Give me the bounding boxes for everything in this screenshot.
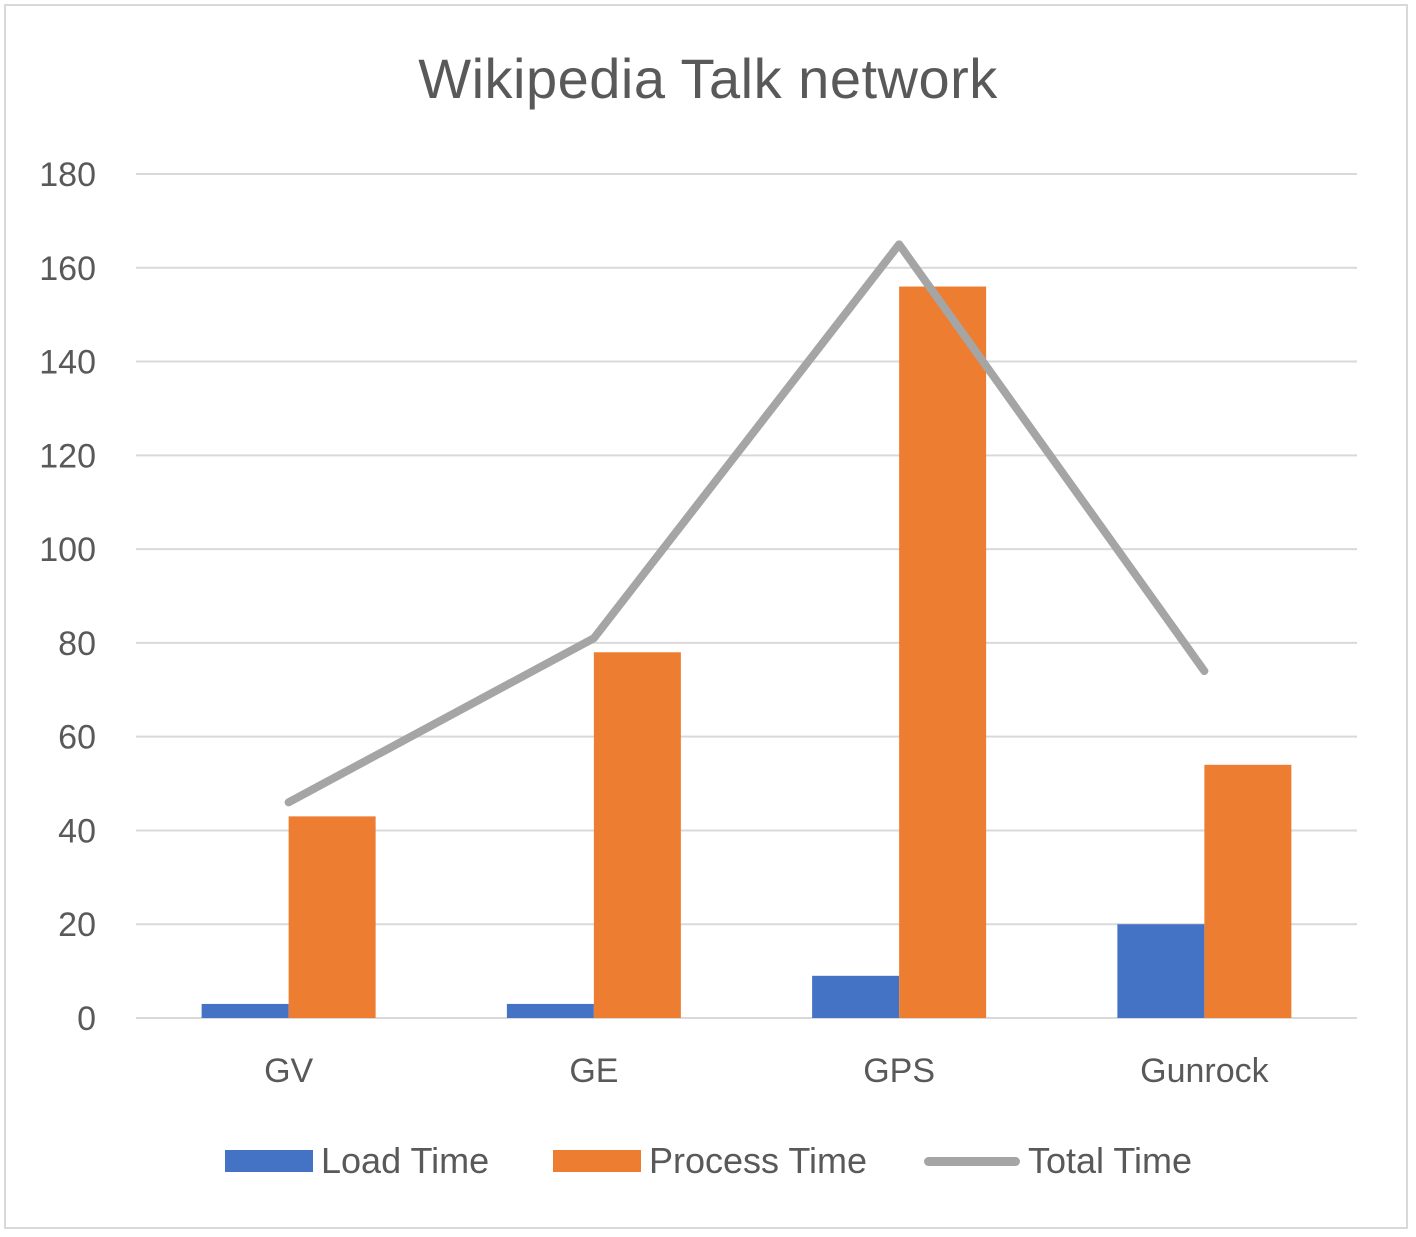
x-tick-label: GPS — [863, 1052, 935, 1090]
y-axis-tick-labels: 0 20 40 60 80 100 120 140 160 180 — [39, 156, 96, 1038]
legend-item-process-time: Process Time — [553, 1136, 867, 1186]
x-axis-tick-labels: GV GE GPS Gunrock — [264, 1052, 1270, 1090]
bar-load-time — [201, 1003, 289, 1018]
bar-load-time — [506, 1003, 594, 1018]
chart-frame — [4, 4, 1408, 1229]
bars — [201, 286, 1292, 1018]
bar-process-time — [1204, 764, 1292, 1018]
y-tick-label: 120 — [39, 437, 96, 475]
legend-swatch-load-time — [225, 1150, 313, 1172]
y-tick-label: 0 — [77, 1000, 96, 1038]
legend: Load Time Process Time Total Time — [0, 1136, 1416, 1186]
legend-item-load-time: Load Time — [225, 1136, 489, 1186]
legend-line-total-time — [924, 1156, 1020, 1166]
legend-label-load-time: Load Time — [321, 1140, 490, 1181]
y-tick-label: 40 — [58, 812, 96, 850]
y-tick-label: 160 — [39, 250, 96, 288]
legend-swatch-process-time — [553, 1150, 641, 1172]
bar-load-time — [1117, 924, 1205, 1018]
y-tick-label: 100 — [39, 531, 96, 569]
bar-load-time — [812, 975, 900, 1018]
y-tick-label: 60 — [58, 719, 96, 757]
bar-process-time — [288, 816, 376, 1018]
y-tick-label: 140 — [39, 344, 96, 382]
bar-process-time — [593, 652, 681, 1018]
legend-label-total-time: Total Time — [1028, 1140, 1193, 1181]
gridlines — [136, 173, 1357, 1019]
y-tick-label: 80 — [58, 625, 96, 663]
line-total-time — [284, 240, 1209, 807]
legend-label-process-time: Process Time — [649, 1140, 868, 1181]
x-tick-label: Gunrock — [1140, 1052, 1269, 1090]
bar-process-time — [899, 286, 987, 1018]
total-time-line — [284, 240, 1209, 807]
y-tick-label: 180 — [39, 156, 96, 194]
x-tick-label: GV — [264, 1052, 313, 1090]
legend-item-total-time: Total Time — [924, 1136, 1192, 1186]
chart-title: Wikipedia Talk network — [418, 47, 998, 110]
x-tick-label: GE — [569, 1052, 618, 1090]
y-tick-label: 20 — [58, 906, 96, 944]
